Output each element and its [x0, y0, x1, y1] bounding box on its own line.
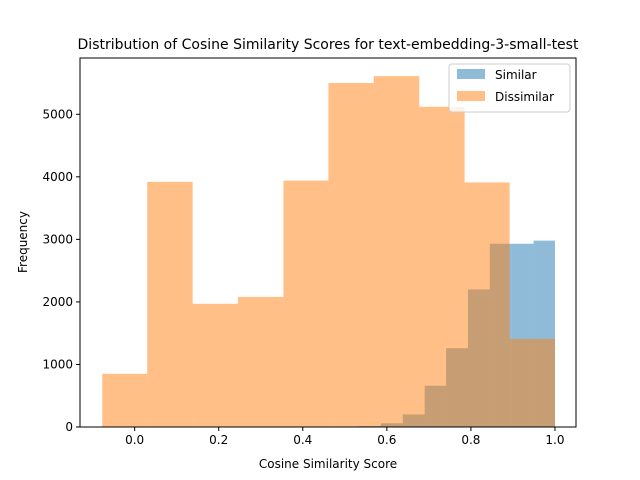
- bar-dissimilar-4: [283, 180, 329, 427]
- legend-label-similar: Similar: [495, 68, 537, 82]
- y-tick-label: 4000: [42, 170, 73, 184]
- bar-dissimilar-9: [509, 338, 555, 427]
- x-tick-label: 0.0: [125, 433, 144, 447]
- y-tick-label: 5000: [42, 107, 73, 121]
- plot-frame: [79, 57, 577, 428]
- bar-dissimilar-5: [328, 83, 374, 427]
- y-tick-label: 3000: [42, 232, 73, 246]
- y-tick-label: 0: [65, 420, 73, 434]
- bar-dissimilar-1: [147, 181, 193, 427]
- x-axis-ticks: 0.0 0.2 0.4 0.6 0.8 1.0: [125, 427, 565, 447]
- x-tick-label: 0.6: [377, 433, 396, 447]
- y-axis-ticks: 0 1000 2000 3000 4000 5000: [42, 107, 80, 434]
- y-tick-label: 2000: [42, 295, 73, 309]
- x-axis-label: Cosine Similarity Score: [259, 457, 397, 471]
- y-axis-label: Frequency: [16, 211, 30, 273]
- bar-dissimilar-7: [419, 106, 465, 427]
- x-tick-label: 0.8: [461, 433, 480, 447]
- x-tick-label: 0.4: [293, 433, 312, 447]
- legend: Similar Dissimilar: [448, 63, 571, 113]
- bar-dissimilar-6: [373, 76, 420, 427]
- plot-bars: [102, 76, 555, 427]
- bar-dissimilar-8: [464, 182, 510, 427]
- bar-dissimilar-0: [102, 373, 148, 427]
- chart-title: Distribution of Cosine Similarity Scores…: [78, 37, 579, 53]
- legend-swatch-dissimilar: [457, 91, 485, 101]
- x-tick-label: 1.0: [545, 433, 564, 447]
- y-tick-label: 1000: [42, 357, 73, 371]
- bar-dissimilar-3: [238, 296, 284, 427]
- x-tick-label: 0.2: [209, 433, 228, 447]
- legend-label-dissimilar: Dissimilar: [495, 90, 554, 104]
- bar-dissimilar-2: [192, 303, 239, 427]
- legend-swatch-similar: [457, 69, 485, 79]
